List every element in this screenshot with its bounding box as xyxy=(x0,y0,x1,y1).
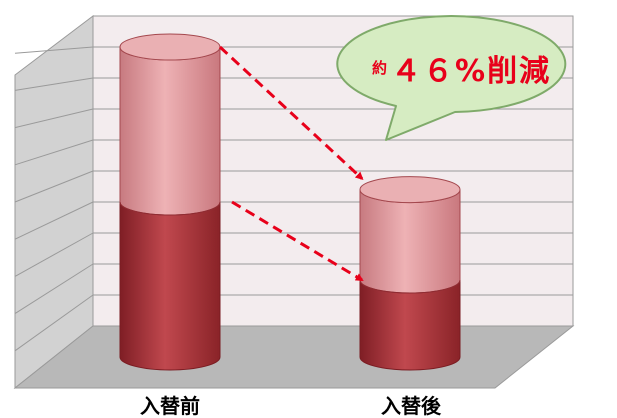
bar-lower-segment xyxy=(119,201,221,371)
gridline-side xyxy=(14,77,94,91)
gridline-side xyxy=(14,139,94,166)
gridline-side xyxy=(14,46,94,54)
bar-top-cap xyxy=(359,176,461,204)
bar-segment-rim xyxy=(359,279,461,294)
gridline-side xyxy=(14,232,94,277)
gridline-side xyxy=(14,263,94,315)
side-wall xyxy=(14,14,94,390)
category-label-before: 入替前 xyxy=(140,394,200,418)
arrow-middle xyxy=(231,200,364,282)
callout-bubble xyxy=(336,15,567,141)
callout-prefix: 約 xyxy=(372,59,388,77)
gridline-side xyxy=(14,294,94,352)
gridline-side xyxy=(14,108,94,129)
callout-main: ４６%削減 xyxy=(391,54,552,89)
bar-upper-segment xyxy=(119,46,221,216)
bar-top-cap xyxy=(119,33,221,61)
bar-upper-segment xyxy=(359,189,461,294)
reduction-arrows xyxy=(218,45,364,282)
bar-segment-rim xyxy=(119,201,221,216)
arrow-top xyxy=(218,45,364,180)
gridline-side xyxy=(14,201,94,240)
callout-text: 約 ４６%削減 xyxy=(372,52,582,92)
category-label-after: 入替後 xyxy=(381,394,441,418)
floor xyxy=(13,325,575,389)
bar-lower-segment xyxy=(359,279,461,371)
gridline-side xyxy=(14,170,94,203)
bars xyxy=(119,33,461,371)
